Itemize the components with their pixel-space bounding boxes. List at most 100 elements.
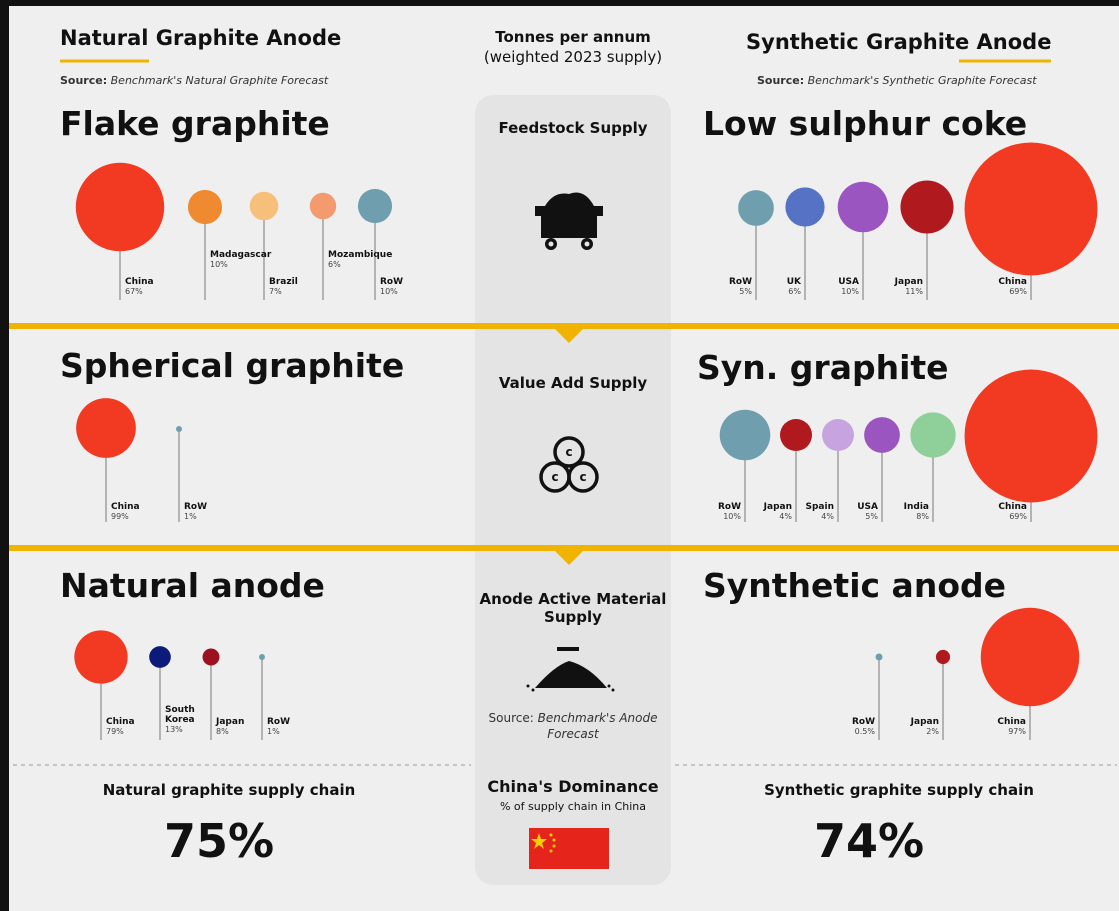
item-name: RoW — [267, 717, 291, 727]
value-add-icon — [539, 436, 599, 493]
item-value: 1% — [267, 727, 280, 736]
panel-title: Synthetic anode — [703, 566, 1006, 605]
item-value: 99% — [111, 512, 129, 521]
item-value: 79% — [106, 727, 124, 736]
svg-text:c: c — [565, 445, 572, 459]
item-value: 69% — [1009, 287, 1027, 296]
bubble — [249, 191, 279, 221]
panel-title: Spherical graphite — [60, 346, 405, 385]
cart-icon — [535, 192, 603, 250]
panel-title: Low sulphur coke — [703, 104, 1028, 143]
source-label: Source: — [757, 74, 805, 87]
item-value: 5% — [865, 512, 878, 521]
item-value: 6% — [328, 260, 341, 269]
item-name: RoW — [728, 277, 752, 287]
bubble — [309, 192, 337, 220]
bubble — [864, 417, 900, 453]
item-value: 10% — [841, 287, 859, 296]
item-name: RoW — [717, 502, 741, 512]
header-left-title: Natural Graphite Anode — [60, 26, 342, 50]
bubble — [875, 653, 883, 661]
svg-text:c: c — [551, 470, 558, 484]
bubble — [780, 419, 812, 451]
bubble — [964, 142, 1098, 276]
footer-left-value: 75% — [163, 814, 275, 868]
china-flag — [529, 828, 609, 869]
bubble — [910, 412, 956, 458]
source-text: Benchmark's Natural Graphite Forecast — [110, 74, 329, 87]
item-value: 67% — [125, 287, 143, 296]
item-value: 97% — [1008, 727, 1026, 736]
bubble — [176, 426, 182, 432]
item-value: 13% — [165, 725, 183, 734]
item-value: 11% — [905, 287, 923, 296]
bubble — [76, 398, 136, 458]
bubble — [900, 180, 954, 234]
item-value: 7% — [269, 287, 282, 296]
header-left-source: Source: Benchmark's Natural Graphite For… — [60, 74, 328, 87]
item-name: USA — [838, 277, 859, 287]
source-label: Source: — [60, 74, 108, 87]
item-name: Brazil — [269, 277, 298, 287]
item-name: Japan — [763, 502, 792, 512]
item-name: China — [998, 277, 1027, 287]
item-name: UK — [786, 277, 801, 287]
item-value: 8% — [216, 727, 229, 736]
item-name: India — [903, 502, 929, 512]
item-value: 0.5% — [854, 727, 875, 736]
item-name: Japan — [894, 277, 923, 287]
value-add-icon-letters: cc c — [551, 445, 586, 484]
item-name: Mozambique — [328, 250, 393, 260]
item-name: Madagascar — [210, 250, 272, 260]
item-name: Spain — [805, 502, 835, 512]
footer-center-subtitle: % of supply chain in China — [499, 800, 646, 813]
item-value: 6% — [788, 287, 801, 296]
bubble — [357, 188, 393, 224]
source-text: Benchmark's Anode Forecast — [537, 711, 658, 741]
item-name: China — [997, 717, 1026, 727]
bubble — [187, 189, 223, 225]
header-center-line2: (weighted 2023 supply) — [483, 48, 663, 66]
bubble — [964, 369, 1098, 503]
center-column — [475, 95, 671, 885]
pile-icon — [526, 647, 615, 692]
bubble — [785, 187, 825, 227]
footer-right-value: 74% — [813, 814, 925, 868]
footer-right-title: Synthetic graphite supply chain — [764, 781, 1034, 799]
panel-title: Syn. graphite — [697, 348, 949, 387]
item-name: RoW — [184, 502, 208, 512]
bubble — [202, 648, 220, 666]
bubble — [75, 162, 165, 252]
anode-source: Source: Benchmark's Anode Forecast — [475, 710, 671, 742]
item-name: China — [106, 717, 135, 727]
bubble — [149, 646, 171, 668]
bubble — [738, 190, 774, 226]
graphics: cc c — [9, 59, 1119, 885]
item-name: China — [998, 502, 1027, 512]
item-value: 4% — [821, 512, 834, 521]
item-name: RoW — [380, 277, 404, 287]
footer-left-title: Natural graphite supply chain — [102, 781, 356, 799]
svg-text:c: c — [579, 470, 586, 484]
item-value: 69% — [1009, 512, 1027, 521]
item-value: 10% — [380, 287, 398, 296]
bubble — [259, 654, 265, 660]
stage-label: Anode Active Material Supply — [479, 590, 667, 626]
bubble — [837, 181, 889, 233]
bubble — [822, 419, 854, 451]
bubble — [980, 607, 1080, 707]
item-value: 2% — [926, 727, 939, 736]
header-right-source: Source: Benchmark's Synthetic Graphite F… — [757, 74, 1037, 87]
item-value: 4% — [779, 512, 792, 521]
item-value: 1% — [184, 512, 197, 521]
item-name: China — [125, 277, 154, 287]
bubble — [74, 630, 128, 684]
header-center-line1: Tonnes per annum — [495, 28, 651, 46]
item-name: Japan — [216, 717, 245, 727]
stage-label: Value Add Supply — [498, 374, 648, 392]
panel-title: Flake graphite — [60, 104, 330, 143]
source-text: Benchmark's Synthetic Graphite Forecast — [807, 74, 1037, 87]
divider-arrow — [555, 551, 583, 565]
item-value: 10% — [723, 512, 741, 521]
